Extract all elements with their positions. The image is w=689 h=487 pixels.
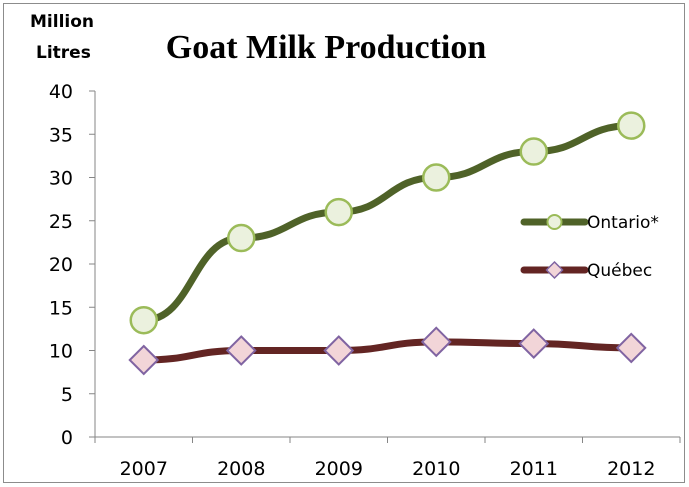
y-axis-label-line-1: Million xyxy=(30,12,94,32)
legend-label-0: Ontario* xyxy=(587,213,659,233)
data-point-0 xyxy=(617,111,646,140)
y-tick-label: 35 xyxy=(49,124,73,146)
data-point-1 xyxy=(323,335,355,366)
y-tick-label: 30 xyxy=(49,168,73,190)
x-tick-label: 2012 xyxy=(607,458,655,480)
x-tick-label: 2007 xyxy=(120,458,168,480)
y-tick-label: 10 xyxy=(49,341,73,363)
x-tick-label: 2010 xyxy=(412,458,460,480)
y-tick-label: 20 xyxy=(49,254,73,276)
legend: Ontario* Québec xyxy=(520,213,659,281)
legend-marker-0 xyxy=(546,214,563,230)
axes: 0 5 10 15 20 25 30 35 40 2007 2008 2009 2010 2011 2012 xyxy=(49,81,681,480)
data-point-1 xyxy=(615,332,647,364)
data-point-0 xyxy=(422,163,451,192)
y-tick-label: 5 xyxy=(61,384,73,406)
series-layer xyxy=(128,111,647,376)
data-point-0 xyxy=(129,305,158,335)
y-tick-label: 15 xyxy=(49,297,73,319)
x-tick-label: 2008 xyxy=(217,458,265,480)
data-point-1 xyxy=(128,344,160,376)
data-point-1 xyxy=(420,326,452,358)
data-point-0 xyxy=(519,137,548,166)
x-tick-label: 2011 xyxy=(510,458,558,480)
y-axis-label-line-2: Litres xyxy=(36,43,91,63)
data-point-1 xyxy=(225,335,257,366)
legend-marker-1 xyxy=(545,260,564,280)
y-tick-label: 25 xyxy=(49,211,73,233)
y-tick-label: 0 xyxy=(61,427,73,449)
legend-label-1: Québec xyxy=(587,261,652,281)
data-point-0 xyxy=(227,223,256,253)
chart-title: Goat Milk Production xyxy=(166,29,487,66)
y-tick-label: 40 xyxy=(49,81,73,103)
series-line-1 xyxy=(140,338,635,364)
x-tick-label: 2009 xyxy=(315,458,363,480)
data-point-1 xyxy=(518,328,550,359)
chart-frame xyxy=(3,3,685,483)
data-point-0 xyxy=(324,197,353,227)
